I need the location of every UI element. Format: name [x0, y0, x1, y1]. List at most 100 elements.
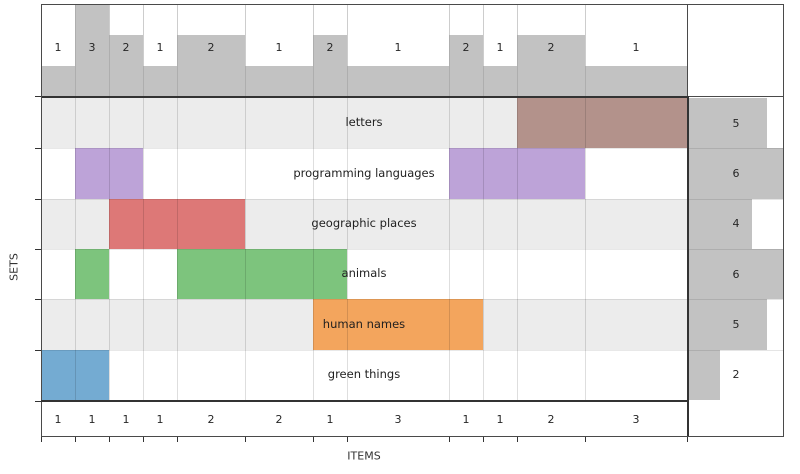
set-label: letters	[345, 115, 383, 130]
top-count-label: 1	[632, 41, 640, 54]
grid-line-vertical-top	[143, 5, 144, 96]
set-cells-block	[517, 98, 687, 149]
top-bar-separator	[449, 5, 450, 96]
top-count-label: 1	[275, 41, 283, 54]
top-count-label: 1	[496, 41, 504, 54]
grid-line-vertical	[245, 98, 246, 400]
grid-line-vertical-top	[585, 5, 586, 96]
chunk-size-label: 2	[547, 413, 555, 426]
set-label: programming languages	[293, 165, 435, 180]
grid-line-horizontal	[41, 299, 687, 301]
y-axis-tick	[35, 198, 41, 200]
corner-bottom-border	[689, 96, 783, 97]
grid-left-spine	[41, 96, 42, 436]
set-cells-block	[75, 249, 109, 300]
set-size-bar	[689, 198, 752, 249]
top-bar	[483, 65, 517, 96]
y-axis-tick	[35, 401, 41, 402]
set-cells-block	[109, 198, 245, 249]
x-axis-tick	[109, 437, 110, 442]
set-size-label: 6	[732, 267, 740, 281]
set-size-bar	[689, 349, 721, 400]
set-size-bar	[689, 98, 768, 149]
x-axis-tick	[585, 437, 586, 442]
x-axis-tick	[41, 437, 42, 442]
grid-right-border	[687, 96, 689, 436]
x-axis-tick	[517, 437, 518, 442]
grid-line-vertical	[483, 98, 484, 400]
grid-line-vertical	[449, 98, 450, 400]
x-axis-tick	[245, 437, 246, 442]
top-count-label: 3	[88, 41, 96, 54]
top-bar	[449, 35, 483, 96]
grid-line-vertical-top	[483, 5, 484, 96]
top-count-label: 2	[122, 41, 130, 54]
grid-line-vertical-top	[347, 5, 348, 96]
chunk-size-label: 1	[122, 413, 130, 426]
x-axis-tick	[75, 437, 76, 442]
x-axis-tick	[347, 437, 348, 442]
x-axis-tick	[449, 437, 450, 442]
x-axis-tick	[483, 437, 484, 442]
set-cells-block	[449, 148, 585, 199]
top-bar	[347, 65, 449, 96]
top-bar	[41, 65, 75, 96]
set-size-bar	[689, 148, 783, 199]
grid-line-horizontal	[41, 148, 687, 150]
chunk-size-label: 3	[394, 413, 402, 426]
top-bar-separator	[585, 5, 586, 96]
set-cells-block	[313, 299, 483, 350]
grid-line-vertical-top	[245, 5, 246, 96]
chunk-size-label: 1	[156, 413, 164, 426]
y-axis-tick	[35, 249, 41, 250]
x-axis-label: ITEMS	[347, 449, 381, 463]
chunk-size-label: 1	[326, 413, 334, 426]
set-label: green things	[327, 367, 401, 382]
y-axis-tick	[35, 96, 41, 97]
right-bar-separator	[689, 349, 783, 351]
set-size-label: 4	[732, 217, 740, 231]
chunk-size-label: 3	[632, 413, 640, 426]
grid-line-vertical	[585, 98, 586, 400]
chunk-size-label: 1	[496, 413, 504, 426]
grid-line-vertical	[75, 98, 76, 400]
top-count-label: 2	[326, 41, 334, 54]
top-bar-separator	[177, 5, 178, 96]
top-bar	[109, 35, 143, 96]
set-label: geographic places	[311, 216, 417, 231]
top-count-label: 1	[54, 41, 62, 54]
top-bar-separator	[109, 5, 110, 96]
chunk-size-label: 2	[207, 413, 215, 426]
set-label: human names	[322, 316, 406, 331]
grid-line-vertical	[347, 98, 348, 400]
corner-box-left-spine	[687, 4, 688, 96]
grid-line-vertical	[517, 98, 518, 400]
top-bar-separator	[143, 5, 144, 96]
x-axis-tick	[687, 437, 688, 442]
set-cells-block	[75, 148, 143, 199]
set-size-bar	[689, 299, 768, 350]
right-bar-separator	[689, 148, 783, 150]
top-bar-separator	[347, 5, 348, 96]
top-count-label: 1	[394, 41, 402, 54]
top-panel-left-spine	[41, 4, 42, 96]
top-count-label: 2	[462, 41, 470, 54]
right-bar-separator	[689, 198, 783, 200]
top-bar-separator	[517, 5, 518, 96]
chunk-size-label: 1	[88, 413, 96, 426]
top-bar	[143, 65, 177, 96]
y-axis-tick	[35, 349, 41, 351]
grid-line-vertical	[177, 98, 178, 400]
top-bar	[585, 65, 687, 96]
x-axis-tick	[143, 437, 144, 442]
chunk-size-label: 1	[462, 413, 470, 426]
right-bar-separator	[689, 249, 783, 250]
top-bar	[313, 35, 347, 96]
top-bar	[517, 35, 585, 96]
set-row-background	[41, 349, 687, 400]
grid-line-horizontal	[41, 249, 687, 250]
chunk-size-label: 2	[275, 413, 283, 426]
y-axis-label: SETS	[7, 253, 21, 281]
top-bar	[75, 5, 109, 96]
